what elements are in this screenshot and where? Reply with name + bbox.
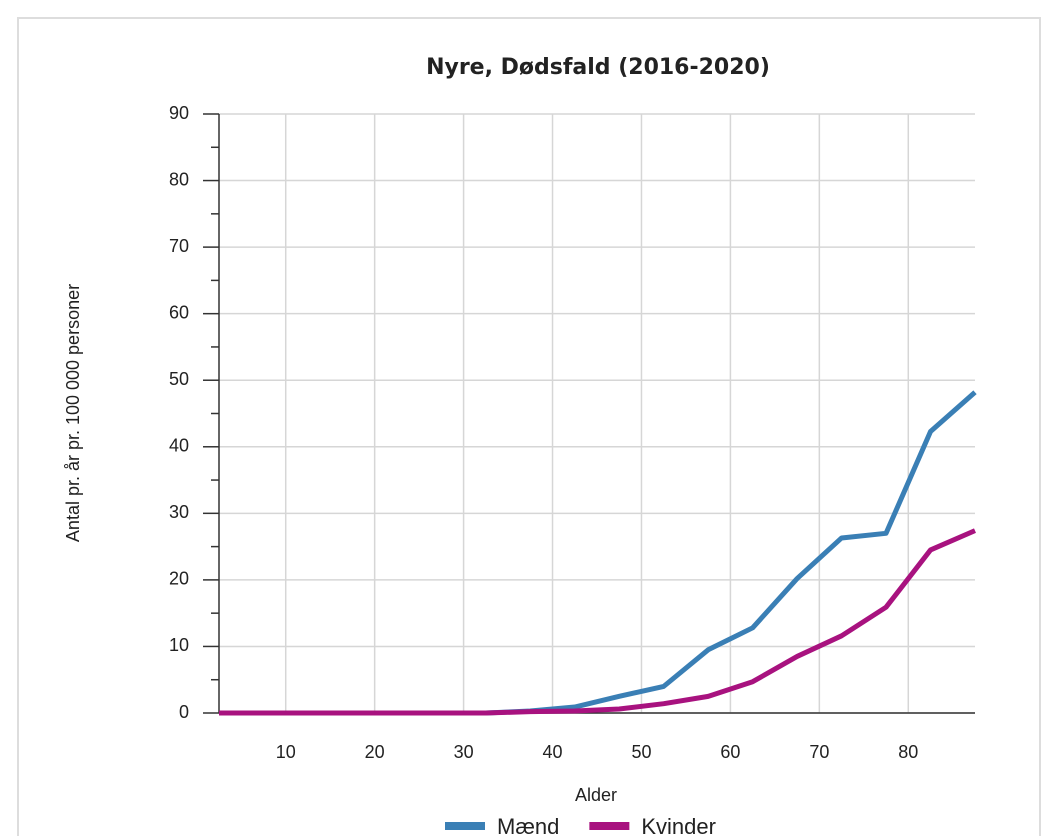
legend-swatch <box>589 822 630 830</box>
x-tick-label: 60 <box>720 742 740 762</box>
x-tick-label: 20 <box>365 742 385 762</box>
frame <box>17 17 1041 836</box>
x-tick-label: 50 <box>631 742 651 762</box>
line-series <box>219 528 976 716</box>
y-tick-label: 30 <box>169 502 189 522</box>
y-tick-label: 50 <box>169 369 189 389</box>
y-tick-label: 80 <box>169 169 189 189</box>
line-series <box>219 390 977 716</box>
x-tick-label: 40 <box>543 742 563 762</box>
x-tick-label: 70 <box>809 742 829 762</box>
y-tick-label: 20 <box>169 569 189 589</box>
legend-label: Mænd <box>497 814 559 836</box>
chart-title: Nyre, Dødsfald (2016-2020) <box>426 55 770 80</box>
y-tick-label: 60 <box>169 302 189 322</box>
x-tick-label: 80 <box>898 742 918 762</box>
x-tick-label: 10 <box>276 742 296 762</box>
y-tick-label: 90 <box>169 103 189 123</box>
y-tick-label: 40 <box>169 436 189 456</box>
y-tick-label: 70 <box>169 236 189 256</box>
y-tick-label: 0 <box>179 702 189 722</box>
y-axis-label: Antal pr. år pr. 100 000 personer <box>63 284 83 542</box>
legend-label: Kvinder <box>641 814 716 836</box>
x-tick-label: 30 <box>454 742 474 762</box>
y-tick-label: 10 <box>169 635 189 655</box>
legend-swatch <box>445 822 485 830</box>
x-axis-label: Alder <box>575 785 617 805</box>
